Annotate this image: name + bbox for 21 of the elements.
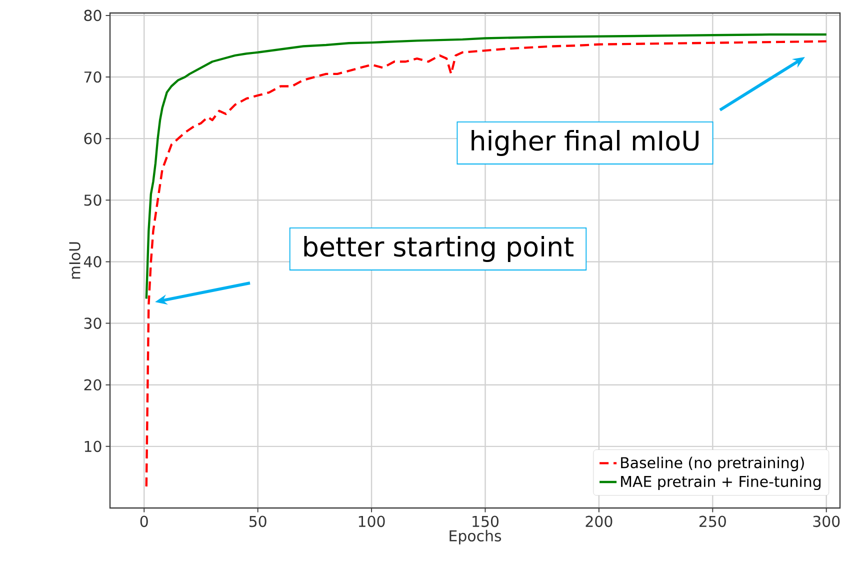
- y-tick-label: 40: [84, 256, 102, 268]
- y-tick-label: 60: [84, 132, 102, 144]
- y-axis-title: mIoU: [69, 242, 80, 279]
- annotation: higher final mIoU: [472, 130, 698, 156]
- x-tick-label: 300: [813, 516, 840, 528]
- legend-label: MAE pretrain + Fine-tuning: [621, 476, 821, 490]
- y-tick-label: 80: [84, 10, 102, 22]
- x-tick-label: 150: [472, 516, 499, 528]
- x-tick-label: 250: [699, 516, 726, 528]
- y-tick-label: 70: [84, 71, 102, 83]
- y-tick-label: 10: [84, 440, 102, 452]
- x-tick-label: 0: [140, 516, 148, 528]
- y-tick-label: 30: [84, 318, 102, 329]
- y-tick-label: 20: [84, 379, 102, 391]
- x-tick-label: 100: [358, 516, 385, 528]
- x-tick-label: 200: [586, 516, 612, 528]
- legend-label: Baseline (no pretraining): [621, 456, 804, 472]
- x-axis-title: Epochs: [450, 530, 502, 544]
- x-tick-label: 50: [249, 516, 266, 528]
- annotation: better starting point: [304, 236, 574, 262]
- y-tick-label: 50: [84, 194, 102, 206]
